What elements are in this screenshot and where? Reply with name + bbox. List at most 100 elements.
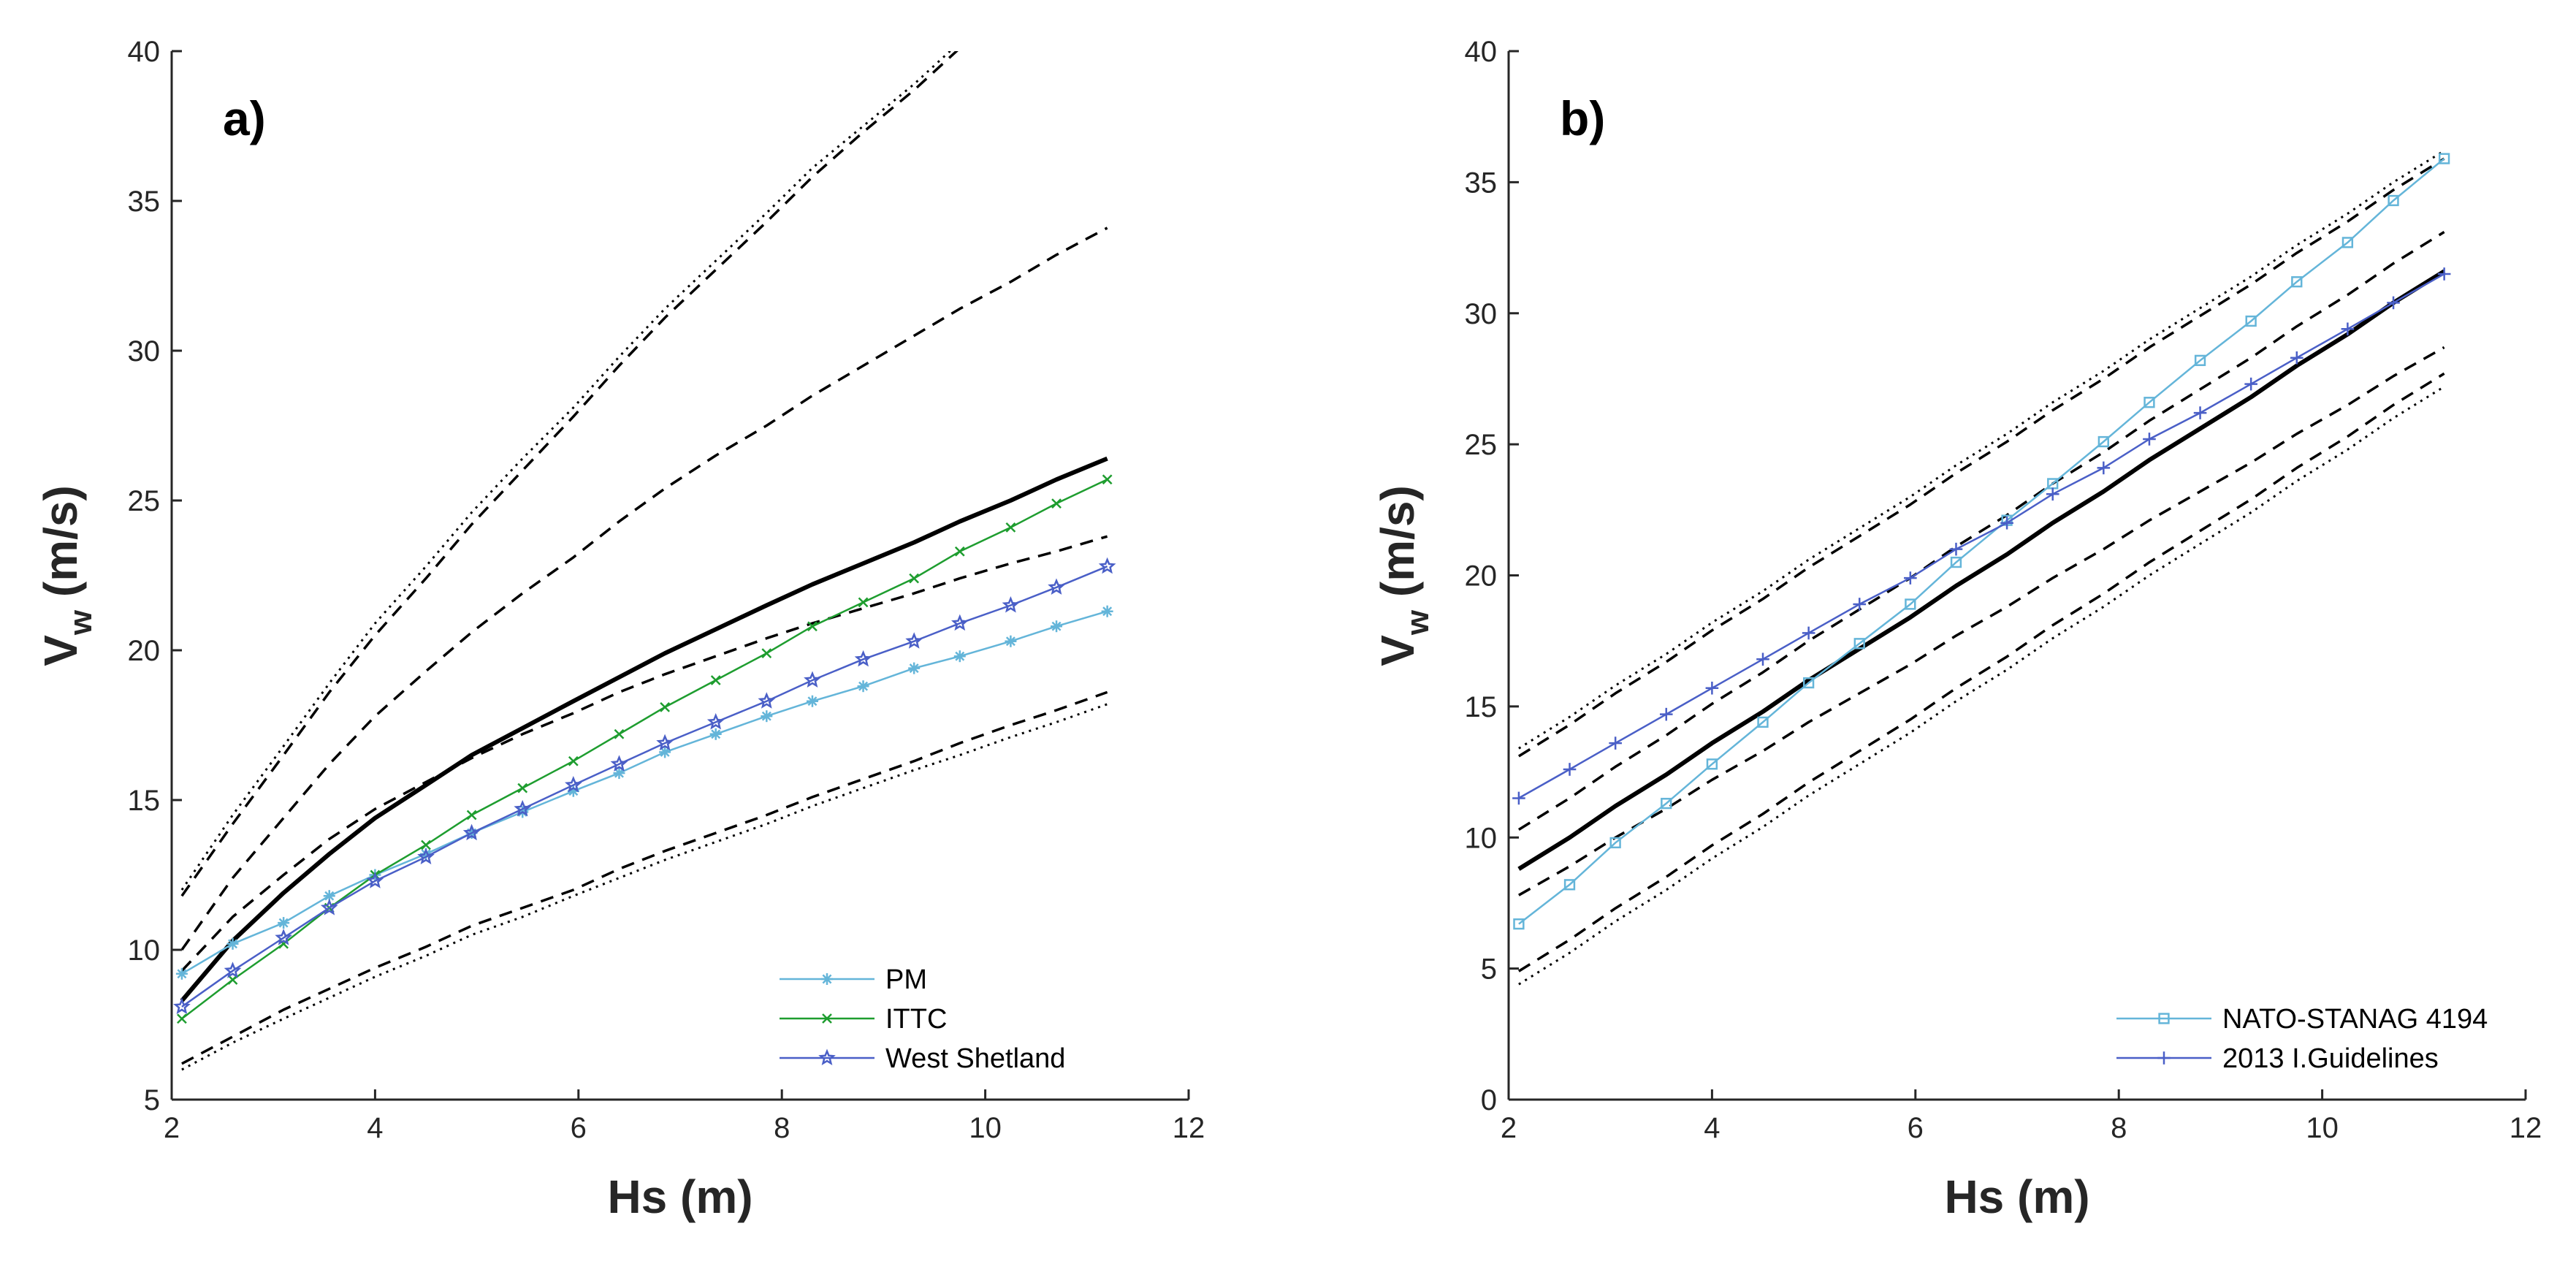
panel-a-y-tick-label: 20: [128, 635, 161, 667]
panel-a-point-ittc: [466, 810, 477, 821]
panel-b-y-tick-label: 5: [1481, 953, 1497, 986]
panel-b-x-tick-label: 8: [2111, 1112, 2127, 1144]
panel-a-legend-marker-west-shetland: [818, 1048, 836, 1066]
panel-b-point-2013-i-guidelines: [2143, 433, 2156, 446]
panel-b-y-axis-label-main: V: [1371, 635, 1424, 666]
panel-b-y-tick-label: 25: [1465, 429, 1498, 461]
panel-a-point-west-shetland: [320, 899, 338, 915]
panel-b-point-2013-i-guidelines: [2290, 351, 2303, 365]
panel-a-point-west-shetland: [224, 962, 242, 978]
panel-a-point-ittc: [954, 546, 965, 557]
panel-b-point-2013-i-guidelines: [1512, 791, 1525, 805]
panel-a-y-tick-label: 10: [128, 934, 161, 967]
panel-b-point-nato-stanag-4194: [2245, 315, 2257, 327]
panel-b-point-2013-i-guidelines: [2244, 377, 2257, 391]
panel-b-y-tick-label: 10: [1465, 822, 1498, 854]
panel-b-point-nato-stanag-4194: [2341, 237, 2354, 248]
panel-a-point-ittc: [660, 702, 671, 712]
panel-a-x-tick-label: 12: [1173, 1112, 1205, 1144]
panel-a-x-tick-label: 8: [774, 1112, 790, 1144]
panel-b-series-line-nato-stanag-4194: [1518, 158, 2445, 925]
panel-a-ticks: 2 4 6 8 10 12 5 10 15 20 25 30 35 40: [128, 36, 1205, 1144]
panel-a-point-west-shetland: [275, 929, 293, 945]
panel-a-series-line-west-shetland: [181, 566, 1108, 1008]
panel-b-x-tick-label: 12: [2510, 1112, 2542, 1144]
panel-a-point-west-shetland: [905, 632, 923, 649]
panel-b-point-2013-i-guidelines: [1659, 707, 1673, 721]
panel-a-point-pm: [709, 728, 722, 740]
panel-b-reference-line-dashed: [1517, 231, 2445, 831]
panel-a-x-tick-label: 2: [164, 1112, 180, 1144]
panel-b-reference-line-dashed: [1517, 157, 2445, 758]
panel-a-point-pm: [806, 695, 818, 707]
panel-b-point-nato-stanag-4194: [1563, 879, 1576, 891]
panel-a-legend-label: PM: [885, 964, 927, 995]
panel-b-legend-marker-nato-stanag-4194: [2158, 1013, 2170, 1024]
panel-a-point-ittc: [421, 840, 431, 850]
panel-b-reference-line-dotted: [1518, 385, 2445, 986]
panel-b-point-nato-stanag-4194: [1609, 837, 1621, 849]
panel-a-plot-area: [173, 51, 1116, 1071]
panel-a-reference-line-dashed: [180, 226, 1108, 951]
panel-a-legend-entry-pm: PM: [780, 964, 927, 995]
panel-b-reference-line-dashed: [1518, 346, 2445, 896]
panel-b-y-tick-label: 35: [1465, 167, 1498, 199]
panel-a-point-pm: [1101, 605, 1113, 617]
panel-b-point-nato-stanag-4194: [2388, 194, 2399, 207]
panel-b-point-nato-stanag-4194: [2097, 435, 2109, 448]
panel-b-plot-area: [1512, 150, 2451, 986]
panel-b-point-nato-stanag-4194: [1905, 598, 1916, 610]
panel-b-point-nato-stanag-4194: [2144, 397, 2155, 408]
panel-a-legend-label: West Shetland: [885, 1043, 1065, 1074]
panel-b-y-tick-label: 0: [1481, 1084, 1497, 1116]
panel-a-point-west-shetland: [950, 614, 969, 631]
panel-b-point-2013-i-guidelines: [1904, 571, 1917, 585]
panel-a-point-west-shetland: [1048, 578, 1065, 595]
panel-a-point-ittc: [177, 1013, 187, 1024]
panel-a-x-tick-label: 6: [571, 1112, 587, 1144]
panel-b-series-2013-i-guidelines: [1512, 267, 2451, 805]
panel-a-point-pm: [857, 680, 869, 693]
panel-a-point-west-shetland: [173, 997, 191, 1014]
panel-a-legend-entry-ittc: ITTC: [780, 1004, 947, 1035]
panel-a-y-axis-label-rest: (m/s): [34, 485, 87, 610]
panel-a-legend-marker-ittc: [822, 1013, 832, 1024]
panel-b-series-line-2013-i-guidelines: [1518, 273, 2445, 799]
panel-a-reference-line-dashed: [180, 51, 959, 897]
panel-a-point-pm: [1005, 635, 1017, 647]
panel-a-legend-label: ITTC: [885, 1004, 947, 1035]
panel-a-point-pm: [908, 662, 921, 674]
panel-b-point-2013-i-guidelines: [2387, 296, 2400, 310]
panel-a-legend: PM ITTC West Shetland: [780, 964, 1065, 1074]
panel-b-legend-label: 2013 I.Guidelines: [2222, 1043, 2439, 1074]
panel-a-y-tick-label: 30: [128, 335, 161, 368]
panel-b-y-axis-label-rest: (m/s): [1371, 485, 1424, 610]
panel-a-point-ittc: [909, 573, 920, 584]
panel-a-point-west-shetland: [610, 755, 628, 772]
panel-a-point-west-shetland: [417, 848, 435, 864]
panel-b-point-2013-i-guidelines: [1609, 736, 1622, 750]
panel-a-y-axis-label-sub: w: [63, 609, 99, 636]
panel-b-point-nato-stanag-4194: [1706, 758, 1718, 770]
panel-a-point-ittc: [1051, 498, 1062, 509]
panel-b-point-2013-i-guidelines: [2046, 487, 2059, 501]
panel-a-y-axis-label: Vw (m/s): [34, 485, 99, 666]
panel-a-point-pm: [175, 967, 188, 980]
panel-a-point-ittc: [227, 975, 238, 985]
panel-a-point-ittc: [858, 597, 869, 608]
panel-a-point-west-shetland: [514, 799, 532, 817]
panel-b-point-nato-stanag-4194: [2438, 153, 2450, 164]
panel-b-reference-line-dashed: [1517, 372, 2445, 972]
panel-b-series-nato-stanag-4194: [1513, 153, 2450, 930]
panel-a-x-axis-label: Hs (m): [607, 1170, 752, 1223]
panel-b-point-nato-stanag-4194: [1802, 677, 1815, 689]
panel-b-point-2013-i-guidelines: [2193, 406, 2207, 419]
panel-b-point-nato-stanag-4194: [1757, 716, 1769, 728]
panel-b-reference-line-solid: [1517, 269, 2446, 871]
panel-a-y-tick-label: 15: [128, 785, 161, 817]
panel-b-point-2013-i-guidelines: [1802, 626, 1815, 640]
panel-a-point-west-shetland: [656, 734, 674, 751]
panel-b-point-2013-i-guidelines: [2341, 322, 2355, 336]
panel-b-label: b): [1560, 91, 1605, 145]
